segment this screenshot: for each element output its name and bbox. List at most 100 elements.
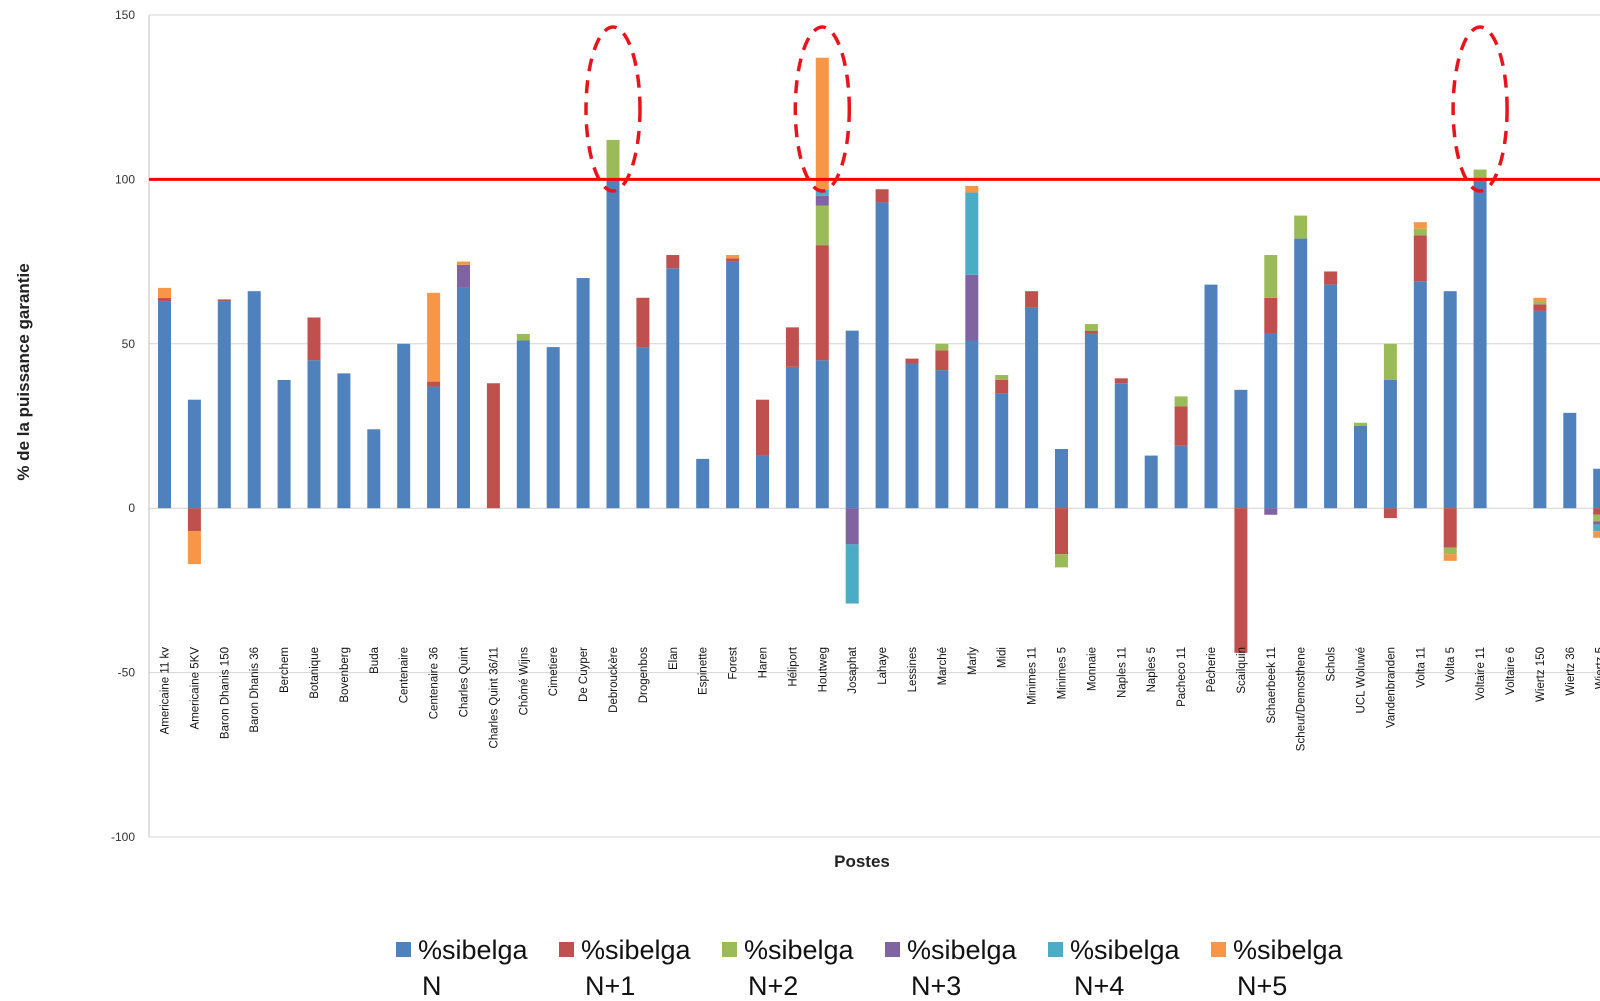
bar-wiertz-150-s0 (1533, 310, 1547, 509)
bar-volta-11-s2 (1413, 228, 1427, 236)
bar-pacheco-11-s2 (1174, 396, 1188, 407)
bar-americaine-5kv-s5 (187, 531, 201, 565)
bar-houtweg-s5 (815, 57, 829, 190)
bar-forest-s1 (726, 258, 740, 262)
legend-swatch (1211, 942, 1226, 957)
bar-monnaie-s0 (1084, 333, 1098, 509)
legend-label-line2: N+4 (1074, 971, 1124, 1001)
x-tick-label: Scheut/Demosthene (1296, 647, 1308, 751)
bar-schols-s0 (1324, 284, 1338, 509)
bar-schols-s1 (1324, 271, 1338, 285)
x-tick-label: Charles Quint (459, 646, 471, 717)
bars (158, 57, 1600, 653)
bar-schaerbeek-11-s2 (1264, 255, 1278, 298)
bar-pacheco-11-s0 (1174, 445, 1188, 509)
bar-volta-11-s1 (1413, 235, 1427, 282)
x-tick-label: Centenaire 36 (429, 647, 441, 719)
bar-volta-5-s1 (1443, 508, 1457, 548)
bar-houtweg-s1 (815, 245, 829, 361)
bar-berchem-s0 (277, 379, 291, 509)
highlight-ellipses (584, 25, 1509, 193)
bar-charles-quint-36-11-s1 (486, 383, 500, 509)
bar-centenaire-s0 (397, 343, 411, 509)
bar-wiertz-150-s2 (1533, 301, 1547, 305)
bar-elan-s0 (666, 268, 680, 509)
bar-vandenbranden-s0 (1383, 379, 1397, 509)
bar-volta-5-s0 (1443, 291, 1457, 509)
legend-swatch (559, 942, 574, 957)
bar-midi-s2 (995, 375, 1009, 380)
bar-schaerbeek-11-s1 (1264, 297, 1278, 334)
bar-naples-11-s0 (1114, 383, 1128, 509)
bar-wiertz-36-s0 (1563, 412, 1577, 509)
bar-centenaire-36-s0 (427, 386, 441, 509)
x-tick-label: Marché (937, 647, 949, 685)
bar-josaphat-s3 (845, 508, 859, 545)
legend-label-line1: %sibelga (581, 935, 692, 965)
bar-debrouckere-s0 (606, 179, 620, 509)
legend-swatch (1048, 942, 1063, 957)
legend-label-line1: %sibelga (907, 935, 1018, 965)
x-tick-label: Cimetiere (548, 647, 560, 696)
bar-volta-11-s0 (1413, 281, 1427, 509)
bar-scheut-demosthene-s2 (1294, 215, 1308, 239)
x-tick-label: Botanique (309, 647, 321, 699)
bar-monnaie-s2 (1084, 324, 1098, 331)
bar-pacheco-11-s1 (1174, 406, 1188, 446)
x-tick-label: Vandenbranden (1385, 647, 1397, 728)
bar-marche-s1 (935, 350, 949, 371)
bar-chome-wijns-s2 (516, 333, 530, 341)
bar-vandenbranden-s1 (1383, 508, 1397, 519)
x-tick-label: Lahaye (877, 647, 889, 685)
bar-schaerbeek-11-s3 (1264, 508, 1278, 515)
bar-buda-s0 (367, 429, 381, 509)
bar-naples-5-s0 (1144, 455, 1158, 509)
x-tick-label: Wiertz 150 (1535, 647, 1547, 702)
bar-forest-s5 (726, 255, 740, 259)
bar-wiertz-5-s1 (1593, 508, 1600, 515)
bar-americaine-11-kv-s5 (158, 287, 171, 298)
bar-voltaire-11-s2 (1473, 169, 1487, 180)
y-axis-ticks: 150 100 50 0 -50 -100 (111, 8, 135, 844)
highlight-ellipse-debrouckere (584, 25, 642, 193)
x-tick-label: Voltaire 6 (1505, 647, 1517, 695)
bar-scailquin-s0 (1234, 389, 1248, 509)
bar-espinette-s0 (696, 458, 710, 509)
bar-lahaye-s0 (875, 202, 889, 509)
bar-houtweg-s2 (815, 205, 829, 246)
bar-heliport-s0 (785, 366, 799, 509)
bar-marly-s4 (965, 192, 979, 275)
x-tick-label: UCL Woluwé (1356, 647, 1368, 713)
bar-chome-wijns-s0 (516, 340, 530, 509)
bar-americaine-5kv-s0 (187, 399, 201, 509)
x-tick-label: Buda (369, 646, 381, 673)
bar-baron-dhanis-150-s1 (217, 299, 231, 302)
bar-monnaie-s1 (1084, 330, 1098, 334)
legend-swatch (885, 942, 900, 957)
bar-lessines-s0 (905, 363, 919, 509)
bar-bovenberg-s0 (337, 373, 351, 509)
x-tick-label: Naples 5 (1146, 647, 1158, 692)
x-tick-label: Haren (758, 647, 770, 678)
bar-charles-quint-s5 (457, 261, 470, 265)
bar-minimes-5-s1 (1055, 508, 1068, 555)
legend-label-line2: N+5 (1237, 971, 1287, 1001)
x-tick-label: Marly (967, 647, 979, 675)
bar-pecherie-s0 (1204, 284, 1218, 509)
legend-swatch (722, 942, 737, 957)
bar-naples-11-s1 (1114, 378, 1128, 384)
bar-ucl-woluwe-s2 (1354, 422, 1367, 426)
category-labels: Americaine 11 kv Americaine 5KV Baron Dhan… (160, 646, 1600, 751)
bar-drogenbos-s1 (636, 297, 650, 348)
bar-wiertz-5-s0 (1593, 468, 1600, 509)
bar-marche-s0 (935, 370, 949, 509)
y-tick-label: 100 (115, 172, 135, 186)
x-tick-label: Héliport (787, 646, 799, 686)
y-tick-label: -50 (118, 666, 136, 680)
x-tick-label: Elan (668, 647, 680, 670)
x-tick-label: Naples 11 (1116, 647, 1128, 698)
x-tick-label: Chômé Wijns (518, 647, 530, 716)
bar-centenaire-36-s5 (427, 292, 441, 382)
bar-scheut-demosthene-s0 (1294, 238, 1308, 509)
